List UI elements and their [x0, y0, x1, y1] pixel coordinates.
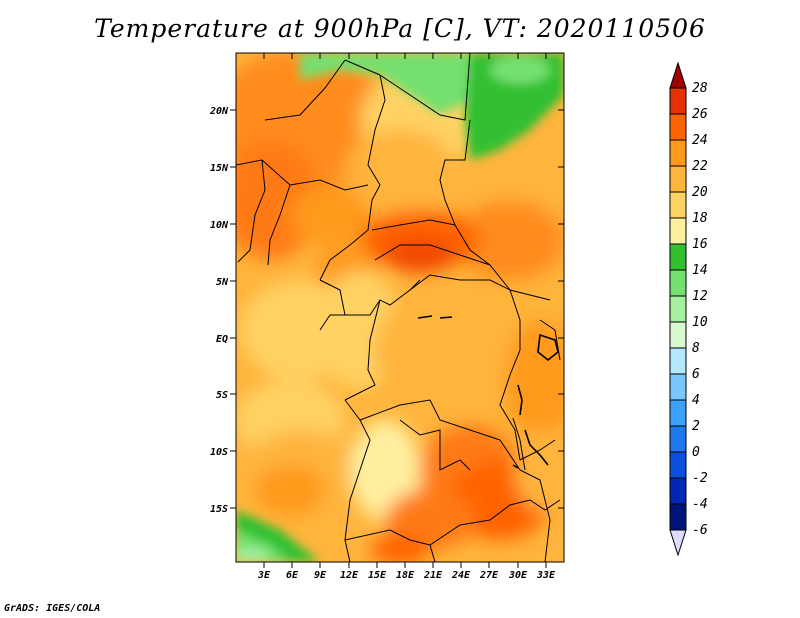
grads-credit: GrADS: IGES/COLA [4, 603, 101, 614]
colorbar-swatch [669, 503, 687, 531]
colorbar-swatch [669, 139, 687, 167]
colorbar-swatch [669, 87, 687, 115]
colorbar-label: 26 [692, 107, 708, 122]
colorbar-swatch [669, 61, 687, 89]
lat-label-20n: 20N [209, 106, 229, 117]
lon-label-6e: 6E [286, 570, 299, 581]
lat-label-10s: 10S [210, 447, 228, 458]
colorbar-label: 22 [692, 159, 708, 174]
colorbar-swatch [669, 165, 687, 193]
colorbar-label: -2 [692, 471, 708, 486]
colorbar-swatch [669, 373, 687, 401]
colorbar-swatch [669, 399, 687, 427]
temperature-field [236, 53, 564, 562]
lon-label-33e: 33E [536, 570, 556, 581]
lon-label-30e: 30E [508, 570, 528, 581]
lakes [417, 315, 559, 469]
colorbar-label: 0 [692, 445, 700, 460]
lat-label-5s: 5S [216, 390, 228, 401]
colorbar-label: 18 [692, 211, 708, 226]
colorbar-label: 16 [692, 237, 708, 252]
lon-label-3e: 3E [257, 570, 271, 581]
colorbar-label: 12 [692, 289, 708, 304]
colorbar-label: 4 [692, 393, 700, 408]
colorbar-swatch [669, 243, 687, 271]
lon-label-12e: 12E [340, 570, 359, 581]
lat-label-10n: 10N [210, 220, 229, 231]
lon-label-27e: 27E [479, 570, 499, 581]
colorbar-label: 2 [692, 419, 700, 434]
colorbar-swatch [669, 529, 687, 557]
lon-axis [263, 53, 547, 568]
colorbar-swatch [669, 191, 687, 219]
colorbar-swatch [669, 477, 687, 505]
colorbar-label: 20 [692, 185, 708, 200]
lat-label-eq: EQ [216, 334, 228, 345]
map-title: Temperature at 900hPa [C], VT: 202011050… [94, 14, 706, 43]
colorbar-swatch [669, 425, 687, 453]
map-frame [235, 52, 565, 563]
colorbar-swatch [669, 295, 687, 323]
colorbar-swatch [669, 347, 687, 375]
country-borders [236, 53, 561, 562]
colorbar-label: 14 [692, 263, 708, 278]
lon-label-15e: 15E [368, 570, 387, 581]
lat-axis [230, 109, 564, 509]
colorbar-swatch [669, 113, 687, 141]
colorbar-label: 8 [692, 341, 700, 356]
colorbar-swatch [669, 217, 687, 245]
lat-label-5n: 5N [216, 277, 229, 288]
lon-label-9e: 9E [314, 570, 327, 581]
colorbar-label: 24 [692, 133, 708, 148]
lon-label-24e: 24E [451, 570, 471, 581]
lon-label-21e: 21E [423, 570, 443, 581]
colorbar-swatch [669, 269, 687, 297]
colorbar-label: 6 [692, 367, 700, 382]
colorbar-label: -4 [692, 497, 708, 512]
colorbar-swatch [669, 451, 687, 479]
lat-label-15n: 15N [210, 163, 229, 174]
colorbar-label: 10 [692, 315, 708, 330]
colorbar-swatch [669, 321, 687, 349]
colorbar-label: -6 [692, 523, 708, 538]
lat-label-15s: 15S [210, 504, 228, 515]
lon-label-18e: 18E [396, 570, 415, 581]
colorbar-label: 28 [692, 81, 708, 96]
